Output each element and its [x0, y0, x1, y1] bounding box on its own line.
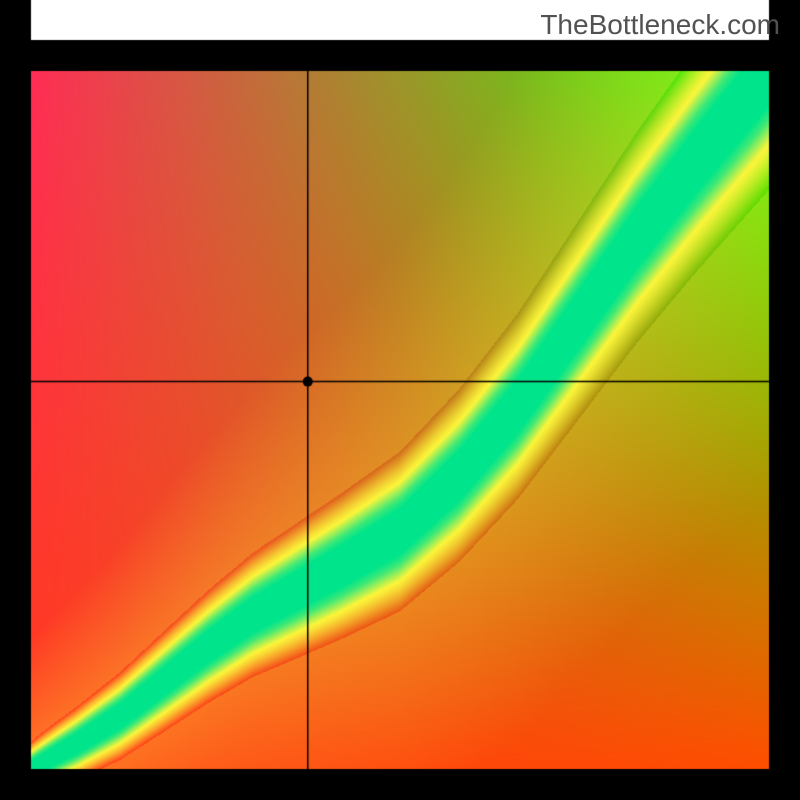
chart-container: TheBottleneck.com	[0, 0, 800, 800]
heatmap-canvas	[0, 0, 800, 800]
